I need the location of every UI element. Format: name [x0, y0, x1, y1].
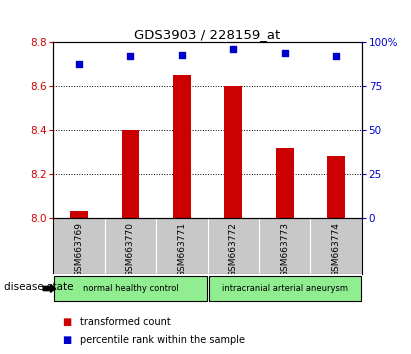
Point	[333, 54, 339, 59]
Text: GSM663774: GSM663774	[332, 222, 340, 277]
Text: ■: ■	[62, 317, 71, 327]
Text: GSM663769: GSM663769	[75, 222, 83, 277]
Title: GDS3903 / 228159_at: GDS3903 / 228159_at	[134, 28, 281, 41]
Text: intracranial arterial aneurysm: intracranial arterial aneurysm	[222, 284, 348, 293]
Text: ■: ■	[62, 335, 71, 345]
Text: normal healthy control: normal healthy control	[83, 284, 178, 293]
Bar	[122, 130, 139, 218]
Point	[178, 52, 185, 58]
Bar	[276, 148, 293, 218]
Text: GSM663773: GSM663773	[280, 222, 289, 277]
Bar	[327, 156, 345, 218]
Text: GSM663770: GSM663770	[126, 222, 135, 277]
Point	[127, 54, 134, 59]
Text: transformed count: transformed count	[80, 317, 171, 327]
FancyBboxPatch shape	[54, 276, 206, 301]
Text: GSM663772: GSM663772	[229, 222, 238, 277]
FancyBboxPatch shape	[209, 276, 361, 301]
Point	[230, 47, 237, 52]
Bar	[224, 86, 242, 218]
Text: percentile rank within the sample: percentile rank within the sample	[80, 335, 245, 345]
Text: GSM663771: GSM663771	[178, 222, 186, 277]
Point	[281, 50, 288, 56]
Text: disease state: disease state	[4, 282, 74, 292]
Bar	[70, 211, 88, 218]
Bar	[173, 75, 191, 218]
Point	[76, 61, 82, 66]
